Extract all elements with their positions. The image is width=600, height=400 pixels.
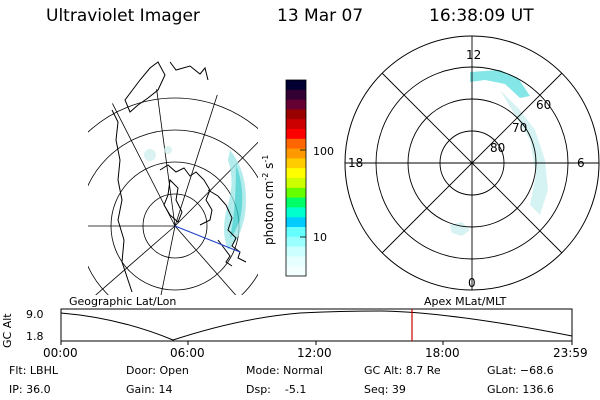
ip-status: IP: 36.0: [9, 383, 51, 396]
time-tick-label: 06:00: [170, 346, 205, 360]
colorbar-segment: [286, 89, 306, 101]
polar-map: [344, 35, 600, 291]
colorbar-segment: [286, 129, 306, 140]
colorbar-segment: [286, 158, 306, 169]
colorbar-segment: [286, 256, 306, 267]
time-label: 16:38:09 UT: [429, 6, 534, 26]
altitude-ymin-label: 1.8: [26, 330, 44, 343]
color-scale-bar: [285, 79, 307, 277]
colorbar-segment: [286, 207, 306, 218]
colorbar-segment: [286, 217, 306, 228]
mode-status: Mode: Normal: [246, 364, 323, 377]
gc-alt-status: GC Alt: 8.7 Re: [364, 364, 441, 377]
filter-status: Flt: LBHL: [9, 364, 58, 377]
satellite-direction-line: [174, 225, 241, 253]
colorbar-segment: [286, 197, 306, 208]
colorbar-segment: [286, 119, 306, 130]
date-label: 13 Mar 07: [277, 6, 364, 26]
meridian: [149, 88, 176, 227]
lat-circle-60: [88, 129, 258, 295]
colorbar-segment: [286, 109, 306, 120]
altitude-ymax-label: 9.0: [26, 308, 44, 321]
colorbar-segment: [286, 246, 306, 257]
colorbar-segment: [286, 178, 306, 189]
meridian: [159, 225, 176, 295]
mlat-label-70: 70: [512, 121, 528, 135]
colorbar-units-label: photon cm-2 s-1: [261, 154, 276, 245]
glon-status: GLon: 136.6: [487, 383, 554, 396]
mlat-label-60: 60: [536, 98, 552, 112]
lat-circle-50: [88, 97, 258, 295]
altitude-axis-label: GC Alt: [1, 313, 14, 348]
colorbar-segment: [286, 227, 306, 238]
color-scale-frame: [285, 79, 307, 277]
mlt-label-6: 6: [577, 156, 585, 170]
mlt-line: [381, 72, 563, 254]
colorbar-segment: [286, 80, 306, 91]
mlat-label-80: 80: [490, 141, 506, 155]
geographic-map-caption: Geographic Lat/Lon: [69, 295, 177, 308]
coastline: [111, 61, 247, 293]
mlt-label-12: 12: [466, 48, 482, 62]
colorbar-tick-label: 10: [313, 231, 327, 244]
altitude-plot: [60, 308, 573, 345]
instrument-title: Ultraviolet Imager: [46, 6, 200, 26]
dsp-status: Dsp: -5.1: [246, 383, 307, 396]
gain-status: Gain: 14: [126, 383, 173, 396]
time-tick-label: 23:59: [553, 346, 588, 360]
colorbar-segment: [286, 187, 306, 199]
door-status: Door: Open: [126, 364, 189, 377]
colorbar-tick-label: 100: [313, 145, 334, 158]
meridian: [174, 225, 241, 295]
time-tick-label: 12:00: [297, 346, 332, 360]
glat-status: GLat: −68.6: [487, 364, 554, 377]
geographic-map: [88, 61, 258, 295]
mlt-label-0: 0: [468, 276, 476, 290]
seq-status: Seq: 39: [364, 383, 406, 396]
mlt-label-18: 18: [348, 156, 364, 170]
time-tick-label: 00:00: [43, 346, 78, 360]
colorbar-segment: [286, 138, 306, 150]
colorbar-segment: [286, 168, 306, 179]
apex-map-caption: Apex MLat/MLT: [424, 295, 507, 308]
colorbar-segment: [286, 99, 306, 110]
colorbar-segment: [286, 266, 306, 277]
meridian: [88, 88, 176, 227]
time-tick-label: 18:00: [425, 346, 460, 360]
meridian: [89, 225, 176, 295]
colorbar-segment: [286, 148, 306, 159]
meridian: [174, 88, 236, 227]
colorbar-segment: [286, 236, 306, 248]
altitude-curve: [60, 310, 573, 341]
